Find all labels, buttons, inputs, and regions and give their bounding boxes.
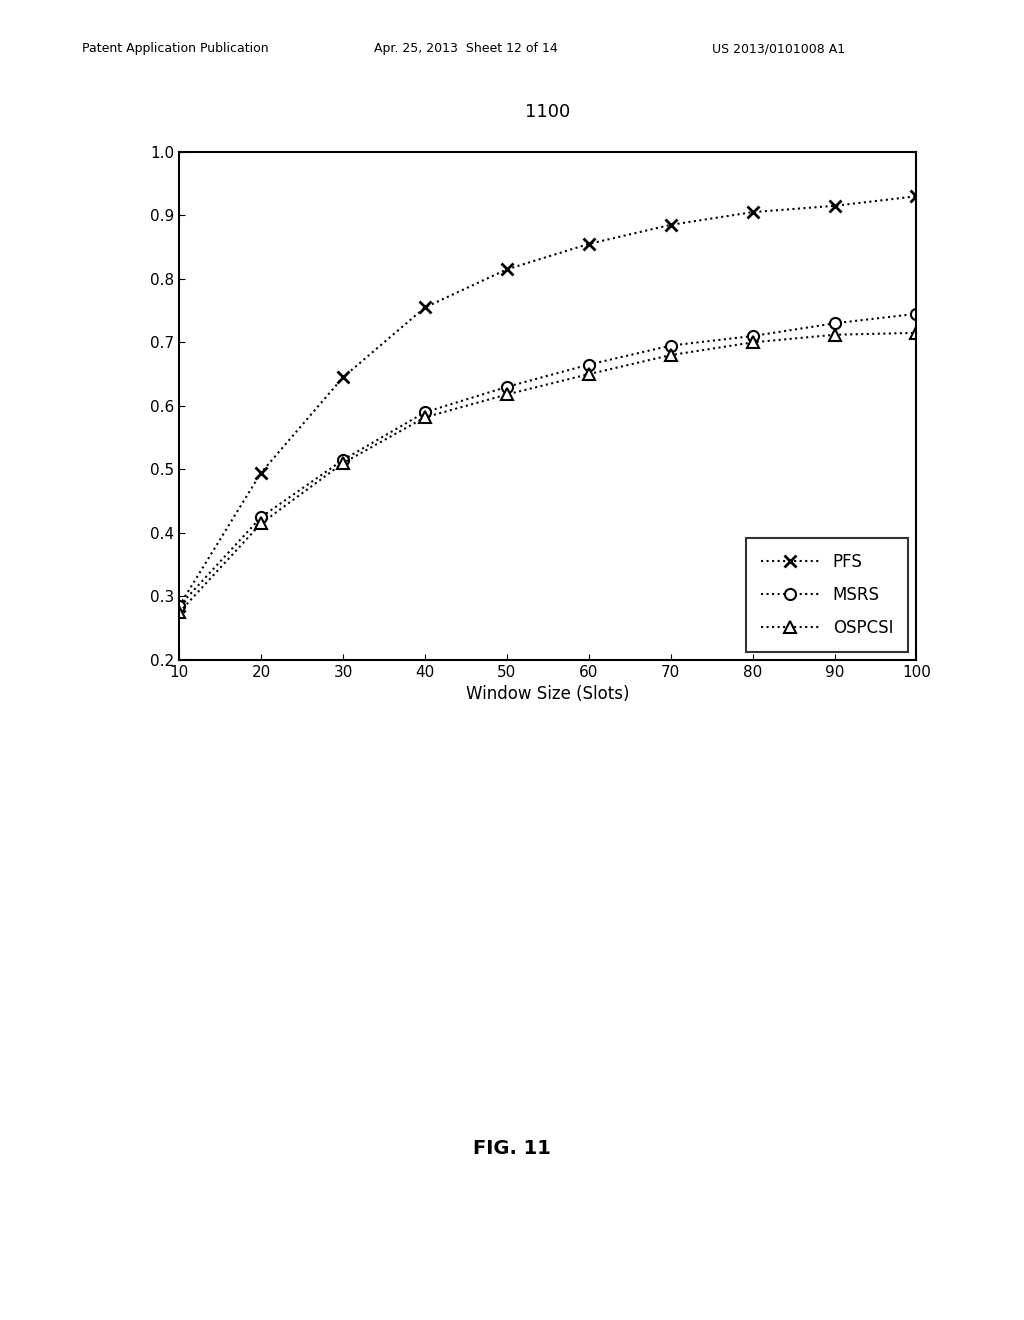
Line: OSPCSI: OSPCSI — [174, 327, 922, 618]
MSRS — [665, 338, 677, 354]
MSRS — [910, 306, 923, 322]
MSRS — [583, 356, 595, 372]
MSRS — [419, 404, 431, 420]
OSPCSI — [255, 516, 267, 532]
X-axis label: Window Size (Slots): Window Size (Slots) — [466, 685, 630, 704]
MSRS — [255, 510, 267, 525]
Text: US 2013/0101008 A1: US 2013/0101008 A1 — [712, 42, 845, 55]
OSPCSI — [337, 455, 349, 471]
OSPCSI — [583, 366, 595, 381]
OSPCSI — [828, 327, 841, 343]
PFS — [337, 370, 349, 385]
Text: Patent Application Publication: Patent Application Publication — [82, 42, 268, 55]
MSRS — [173, 598, 185, 614]
PFS — [255, 465, 267, 480]
OSPCSI — [746, 334, 759, 350]
MSRS — [746, 329, 759, 345]
Text: FIG. 11: FIG. 11 — [473, 1139, 551, 1158]
Line: MSRS: MSRS — [174, 309, 922, 611]
OSPCSI — [501, 387, 513, 403]
OSPCSI — [665, 347, 677, 363]
Line: PFS: PFS — [174, 190, 922, 611]
PFS — [173, 598, 185, 614]
MSRS — [337, 451, 349, 467]
PFS — [910, 189, 923, 205]
PFS — [665, 216, 677, 232]
OSPCSI — [173, 605, 185, 620]
PFS — [746, 205, 759, 220]
OSPCSI — [419, 409, 431, 425]
MSRS — [828, 315, 841, 331]
Text: 1100: 1100 — [525, 103, 570, 121]
Text: Apr. 25, 2013  Sheet 12 of 14: Apr. 25, 2013 Sheet 12 of 14 — [374, 42, 557, 55]
OSPCSI — [910, 325, 923, 341]
PFS — [828, 198, 841, 214]
Legend: PFS, MSRS, OSPCSI: PFS, MSRS, OSPCSI — [745, 537, 908, 652]
PFS — [583, 236, 595, 252]
MSRS — [501, 379, 513, 395]
PFS — [501, 261, 513, 277]
PFS — [419, 300, 431, 315]
